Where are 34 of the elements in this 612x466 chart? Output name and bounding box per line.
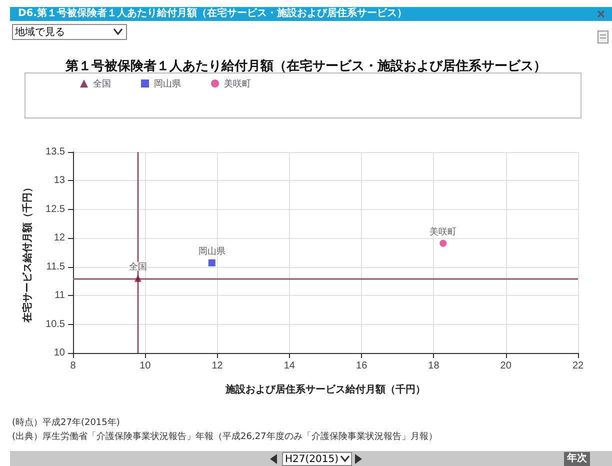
text: (出典）厚生労働省「介護保険事業状況報告」年報（平成26,27年度のみ「介護保険事業状況報告」月報） [12, 430, 438, 443]
text: (時点）平成27年(2015年) [12, 416, 120, 429]
x-tick-label: 10 [140, 360, 152, 372]
x-tick-label: 12 [212, 360, 224, 372]
chart-title: 第１号被保険者１人あたり給付月額（在宅サービス・施設および居住系サービス） [64, 58, 546, 73]
x-axis-title: 施設および居住系サービス給付月額（千円） [224, 384, 426, 396]
text: 美咲町 [430, 226, 457, 236]
point [440, 240, 447, 247]
y-tick-label: 12 [54, 232, 66, 244]
y-tick-label: 10 [54, 348, 66, 358]
legend-label: 全国 [93, 78, 111, 88]
x-tick-label: 20 [500, 360, 512, 372]
text: D6.第１号被保険者１人あたり給付月額（在宅サービス・施設および居住系サービス） [10, 7, 612, 21]
y-tick-label: 11.5 [46, 261, 66, 272]
x-tick-label: 8 [70, 360, 76, 372]
point [208, 259, 216, 266]
text: 地域で見る [12, 24, 127, 40]
text: H27(2015) [282, 452, 352, 466]
x-tick-label: 22 [572, 360, 584, 372]
y-tick-label: 12.5 [46, 204, 66, 215]
x-tick-label: 16 [356, 360, 368, 372]
legend-label: 美咲町 [224, 78, 251, 88]
point [134, 274, 142, 282]
text: 岡山県 [198, 246, 226, 256]
x-tick-label: 14 [284, 360, 296, 372]
y-tick-label: 13 [54, 175, 66, 186]
y-tick-label: 10.5 [46, 318, 66, 330]
y-tick-label: 11 [54, 290, 66, 302]
y-axis-title: 在宅サービス給付月額（千円） [22, 182, 34, 324]
legend-label: 岡山県 [154, 78, 181, 88]
text: 全国 [128, 261, 147, 272]
text: 年次 [564, 452, 590, 466]
y-tick-label: 13.5 [46, 146, 66, 158]
x-tick-label: 18 [428, 360, 440, 372]
